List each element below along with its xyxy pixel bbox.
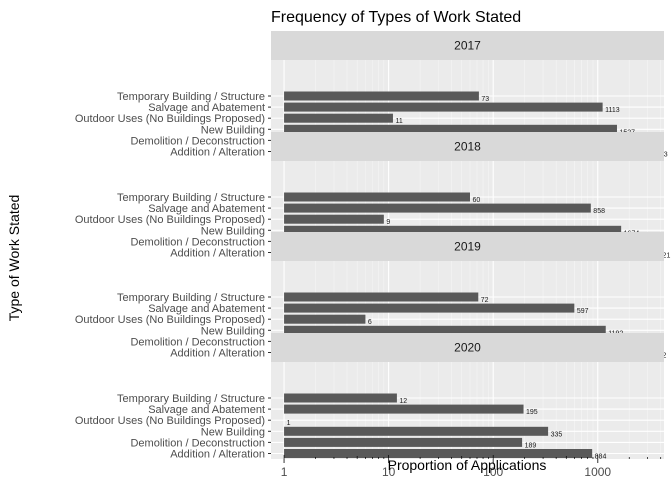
- facet-strip: [271, 31, 664, 60]
- bar-2018-3: [284, 225, 622, 235]
- x-axis: 1 10 100 1000: [281, 459, 611, 479]
- category-label: Demolition / Deconstruction: [130, 336, 265, 348]
- category-label: Demolition / Deconstruction: [130, 135, 265, 147]
- bar-2018-2: [284, 214, 384, 224]
- data-label: 9: [386, 219, 390, 226]
- data-label: 72: [481, 297, 489, 304]
- data-label: 6: [368, 319, 372, 326]
- category-label: Temporary Building / Structure: [117, 192, 265, 204]
- facet-strip: [271, 132, 664, 161]
- data-label: 597: [577, 308, 589, 315]
- bar-2019-3: [284, 325, 606, 335]
- category-label: Demolition / Deconstruction: [130, 236, 265, 248]
- category-label: Addition / Alteration: [170, 248, 265, 260]
- facet-strip-label: 2018: [454, 140, 481, 154]
- category-label: Salvage and Abatement: [148, 404, 265, 416]
- facet-strip-label: 2019: [454, 240, 481, 254]
- bar-2018-1: [284, 203, 591, 213]
- data-label: 11: [395, 118, 402, 125]
- bar-2019-0: [284, 292, 479, 302]
- data-label: 884: [595, 454, 607, 461]
- category-label: New Building: [201, 225, 265, 237]
- bar-2020-3: [284, 426, 549, 436]
- x-tick-label: 1: [281, 465, 288, 479]
- data-label: 60: [472, 197, 480, 204]
- category-label: New Building: [201, 426, 265, 438]
- bar-2017-2: [284, 113, 393, 123]
- category-label: Outdoor Uses (No Buildings Proposed): [75, 314, 265, 326]
- category-label: Addition / Alteration: [170, 147, 265, 159]
- bar-2020-1: [284, 404, 524, 414]
- data-label: 858: [593, 208, 605, 215]
- bar-2018-0: [284, 192, 470, 202]
- category-label: Temporary Building / Structure: [117, 393, 265, 405]
- category-label: Outdoor Uses (No Buildings Proposed): [75, 415, 265, 427]
- category-label: New Building: [201, 325, 265, 337]
- data-label: 1113: [605, 107, 620, 114]
- category-label: Temporary Building / Structure: [117, 292, 265, 304]
- category-label: Outdoor Uses (No Buildings Proposed): [75, 113, 265, 125]
- category-label: Demolition / Deconstruction: [130, 437, 265, 449]
- x-tick-label: 1000: [584, 465, 611, 479]
- category-label: Addition / Alteration: [170, 348, 265, 360]
- x-axis-title: Proportion of Applications: [388, 457, 547, 473]
- category-label: Temporary Building / Structure: [117, 91, 265, 103]
- bar-2020-5: [284, 449, 593, 458]
- facet-strip-label: 2020: [454, 341, 481, 355]
- bar-2020-4: [284, 437, 523, 447]
- data-label: 1: [287, 420, 291, 427]
- bar-2017-3: [284, 124, 617, 134]
- bar-2020-0: [284, 393, 397, 403]
- category-label: Salvage and Abatement: [148, 102, 265, 114]
- x-tick-label: 10: [382, 465, 396, 479]
- bar-2019-1: [284, 303, 575, 313]
- category-label: Outdoor Uses (No Buildings Proposed): [75, 214, 265, 226]
- data-label: 12: [399, 398, 407, 405]
- facet-strip: [271, 333, 664, 362]
- data-label: 189: [525, 442, 537, 449]
- category-label: New Building: [201, 124, 265, 136]
- y-axis-title: Type of Work Stated: [6, 195, 22, 322]
- bar-2017-1: [284, 102, 603, 112]
- category-label: Salvage and Abatement: [148, 303, 265, 315]
- data-label: 195: [526, 409, 538, 416]
- facet-strip: [271, 232, 664, 261]
- category-label: Addition / Alteration: [170, 449, 265, 461]
- facet-strip-label: 2017: [454, 39, 481, 53]
- category-label: Salvage and Abatement: [148, 203, 265, 215]
- data-label: 335: [551, 431, 563, 438]
- bar-2017-0: [284, 91, 479, 101]
- x-tick-label: 100: [483, 465, 503, 479]
- facet-panel-2020: 2020 12 Temporary Building / Structure 195 S…: [75, 333, 664, 461]
- bar-2019-2: [284, 314, 366, 324]
- data-label: 73: [481, 96, 489, 103]
- chart-title: Frequency of Types of Work Stated: [271, 9, 521, 26]
